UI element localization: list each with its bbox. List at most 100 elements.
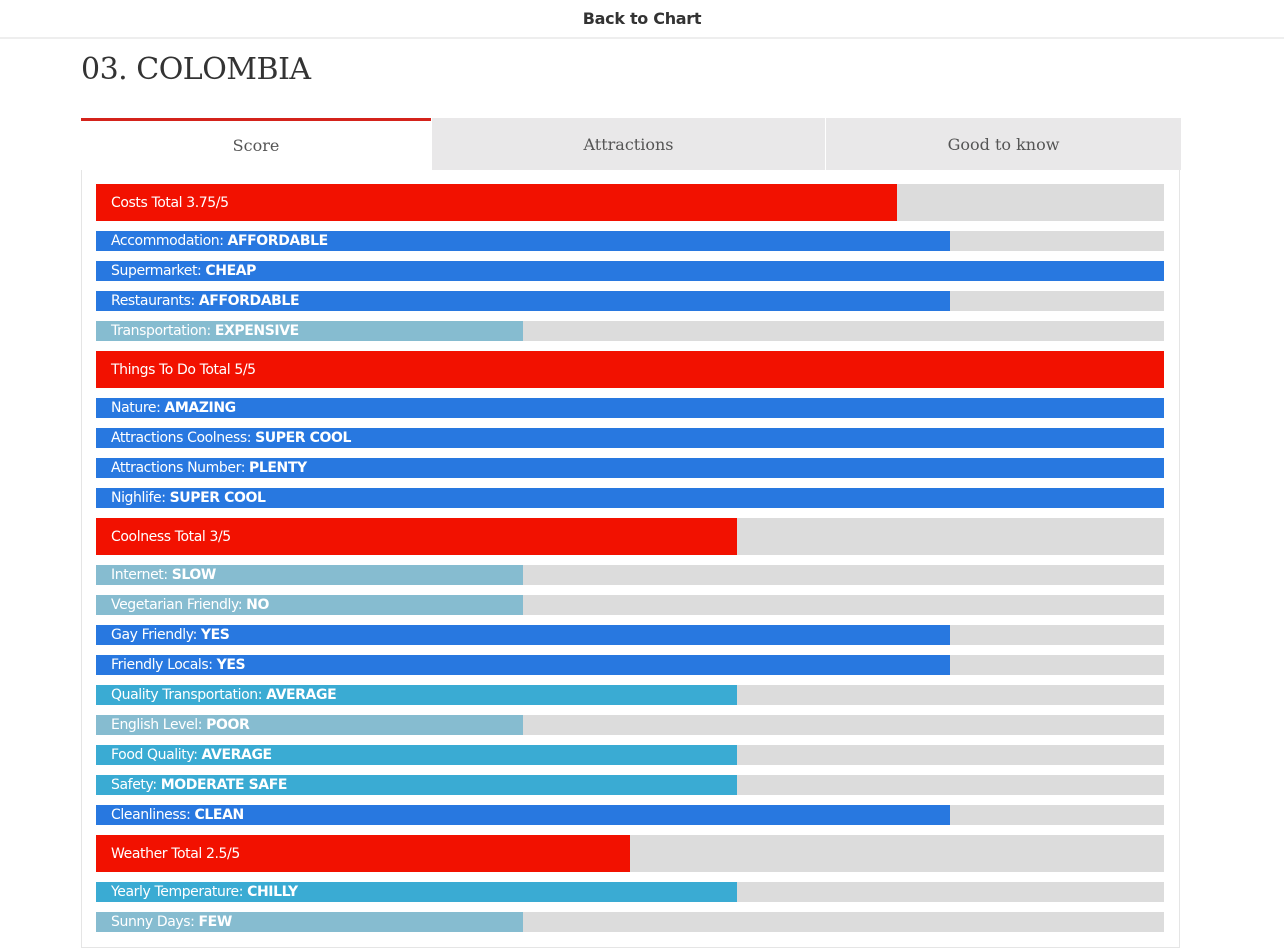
bar-label-text: Restaurants: — [111, 293, 195, 309]
score-item-bar: Quality Transportation: AVERAGE — [96, 685, 1164, 705]
score-item-bar: Restaurants: AFFORDABLE — [96, 291, 1164, 311]
score-item-bar: Friendly Locals: YES — [96, 655, 1164, 675]
bar-label: Accommodation: AFFORDABLE — [111, 231, 328, 251]
bar-label: Safety: MODERATE SAFE — [111, 775, 287, 795]
score-total-bar: Weather Total 2.5/5 — [96, 835, 1164, 872]
bar-fill — [96, 184, 897, 221]
bar-value-text: MODERATE SAFE — [160, 777, 288, 793]
bar-value-text: CLEAN — [194, 807, 245, 823]
bar-label: Sunny Days: FEW — [111, 912, 232, 932]
score-total-bar: Things To Do Total 5/5 — [96, 351, 1164, 388]
score-item-bar: Yearly Temperature: CHILLY — [96, 882, 1164, 902]
bar-label: Nighlife: SUPER COOL — [111, 488, 266, 508]
bar-fill — [96, 261, 1164, 281]
bar-label: Nature: AMAZING — [111, 398, 236, 418]
bar-label-text: Sunny Days: — [111, 914, 195, 930]
bar-fill — [96, 745, 737, 765]
tab-good-to-know[interactable]: Good to know — [825, 118, 1181, 170]
bar-fill — [96, 685, 737, 705]
bar-value-text: SUPER COOL — [255, 430, 352, 446]
score-item-bar: Sunny Days: FEW — [96, 912, 1164, 932]
bar-fill — [96, 595, 524, 615]
score-item-bar: English Level: POOR — [96, 715, 1164, 735]
bar-value-text: SLOW — [171, 567, 217, 583]
bar-fill — [96, 398, 1164, 418]
score-item-bar: Safety: MODERATE SAFE — [96, 775, 1164, 795]
bar-label: Supermarket: CHEAP — [111, 261, 256, 281]
bar-fill — [96, 912, 524, 932]
score-item-bar: Attractions Coolness: SUPER COOL — [96, 428, 1164, 448]
bar-label: Cleanliness: CLEAN — [111, 805, 244, 825]
bar-label: Attractions Number: PLENTY — [111, 458, 307, 478]
score-item-bar: Attractions Number: PLENTY — [96, 458, 1164, 478]
score-item-bar: Cleanliness: CLEAN — [96, 805, 1164, 825]
bar-value-text: AVERAGE — [201, 747, 273, 763]
bar-label-text: Vegetarian Friendly: — [111, 597, 243, 613]
score-item-bar: Internet: SLOW — [96, 565, 1164, 585]
score-total-bar: Coolness Total 3/5 — [96, 518, 1164, 555]
bar-fill — [96, 518, 737, 555]
bar-label-text: Safety: — [111, 777, 157, 793]
score-item-bar: Transportation: EXPENSIVE — [96, 321, 1164, 341]
bar-fill — [96, 351, 1164, 388]
page-title: 03. COLOMBIA — [81, 52, 311, 87]
bar-label: Restaurants: AFFORDABLE — [111, 291, 300, 311]
bar-fill — [96, 805, 951, 825]
bar-label-text: Friendly Locals: — [111, 657, 213, 673]
bar-value-text: PLENTY — [249, 460, 307, 476]
bar-fill — [96, 882, 737, 902]
bar-label-text: English Level: — [111, 717, 203, 733]
score-item-bar: Nighlife: SUPER COOL — [96, 488, 1164, 508]
score-panel: Score Attractions Good to know Costs Tot… — [81, 118, 1181, 948]
back-to-chart-link[interactable]: Back to Chart — [582, 9, 702, 28]
bar-label-text: Gay Friendly: — [111, 627, 197, 643]
bar-fill — [96, 625, 951, 645]
bar-label-text: Supermarket: — [111, 263, 202, 279]
bar-label: Yearly Temperature: CHILLY — [111, 882, 298, 902]
score-bars: Costs Total 3.75/5 Accommodation: AFFORDAB… — [96, 184, 1164, 942]
bar-fill — [96, 231, 951, 251]
bar-label: English Level: POOR — [111, 715, 250, 735]
bar-label-text: Food Quality: — [111, 747, 198, 763]
bar-value-text: CHEAP — [205, 263, 257, 279]
score-item-bar: Gay Friendly: YES — [96, 625, 1164, 645]
bar-label: Gay Friendly: YES — [111, 625, 230, 645]
bar-label: Friendly Locals: YES — [111, 655, 246, 675]
bar-label-text: Nature: — [111, 400, 161, 416]
bar-fill — [96, 488, 1164, 508]
bar-value-text: AFFORDABLE — [198, 293, 300, 309]
bar-label-text: Yearly Temperature: — [111, 884, 244, 900]
bar-value-text: SUPER COOL — [169, 490, 266, 506]
top-bar: Back to Chart — [0, 0, 1284, 39]
bar-fill — [96, 565, 524, 585]
tab-score[interactable]: Score — [81, 118, 431, 170]
bar-label-text: Attractions Number: — [111, 460, 246, 476]
bar-label: Internet: SLOW — [111, 565, 216, 585]
bar-label-text: Things To Do Total 5/5 — [111, 361, 256, 378]
bar-label: Transportation: EXPENSIVE — [111, 321, 299, 341]
bar-label: Weather Total 2.5/5 — [111, 835, 240, 872]
bar-value-text: YES — [200, 627, 230, 643]
score-item-bar: Vegetarian Friendly: NO — [96, 595, 1164, 615]
score-item-bar: Nature: AMAZING — [96, 398, 1164, 418]
bar-value-text: NO — [246, 597, 269, 613]
score-total-bar: Costs Total 3.75/5 — [96, 184, 1164, 221]
bar-label-text: Accommodation: — [111, 233, 224, 249]
bar-label-text: Coolness Total 3/5 — [111, 528, 231, 545]
tab-attractions[interactable]: Attractions — [431, 118, 825, 170]
bar-fill — [96, 655, 951, 675]
tab-bar: Score Attractions Good to know — [81, 118, 1181, 170]
bar-label: Quality Transportation: AVERAGE — [111, 685, 337, 705]
bar-label: Coolness Total 3/5 — [111, 518, 231, 555]
bar-label: Costs Total 3.75/5 — [111, 184, 229, 221]
bar-value-text: YES — [216, 657, 246, 673]
score-item-bar: Accommodation: AFFORDABLE — [96, 231, 1164, 251]
bar-label-text: Nighlife: — [111, 490, 166, 506]
bar-value-text: AVERAGE — [266, 687, 337, 703]
bar-value-text: EXPENSIVE — [214, 323, 299, 339]
bar-label-text: Quality Transportation: — [111, 687, 263, 703]
bar-label: Attractions Coolness: SUPER COOL — [111, 428, 351, 448]
bar-value-text: FEW — [198, 914, 233, 930]
bar-label: Things To Do Total 5/5 — [111, 351, 256, 388]
bar-value-text: AMAZING — [164, 400, 236, 416]
